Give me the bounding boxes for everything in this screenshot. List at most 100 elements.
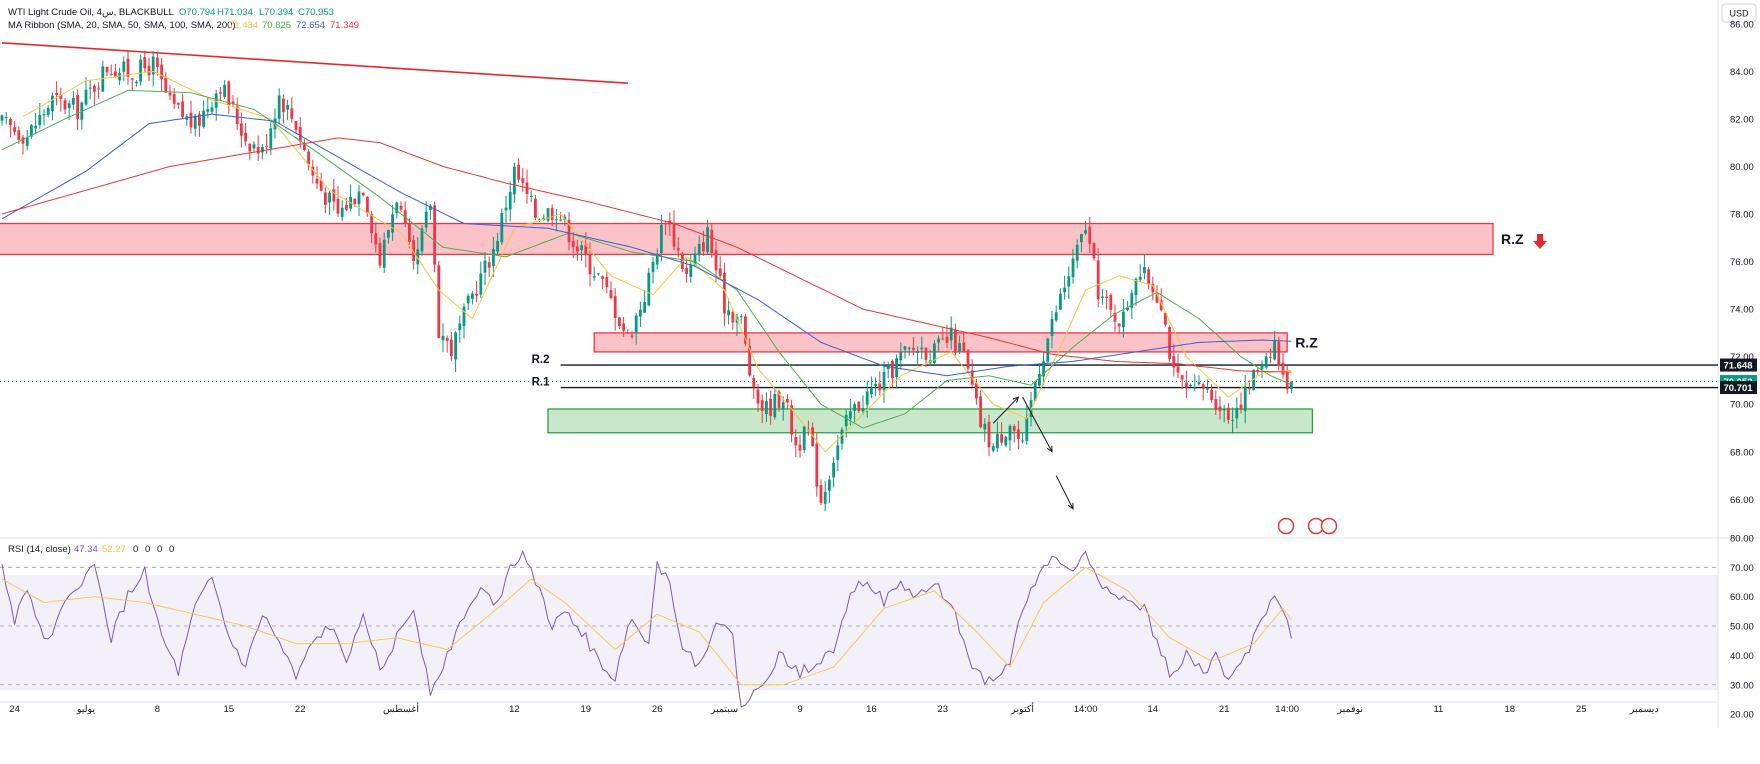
candle-body [567, 219, 571, 243]
candle-body [4, 116, 8, 118]
candle-body [500, 212, 504, 243]
candle-body [1159, 300, 1163, 311]
candle-body [46, 107, 50, 115]
candle-body [168, 92, 172, 96]
time-axis-tick-label: 14:00 [1074, 704, 1098, 715]
candle-body [916, 351, 919, 354]
rsi-legend: RSI (14, close) 47.34 52.27 0 0 0 0 [8, 544, 174, 555]
candle-body [67, 103, 71, 109]
candle-body [357, 191, 361, 205]
candle-body [235, 106, 239, 125]
candle-body [601, 276, 604, 279]
candle-body [391, 214, 394, 233]
candle-body [1038, 374, 1041, 386]
candle-body [143, 57, 147, 69]
price-axis-tick-label: 66.00 [1730, 495, 1754, 506]
ma-line [1, 89, 1292, 429]
rsi-axis-tick-label: 30.00 [1730, 680, 1754, 691]
events-group[interactable] [1277, 517, 1338, 535]
candle-body [252, 144, 256, 149]
candle-body [408, 223, 411, 242]
candle-body [114, 71, 117, 78]
candle-body [1277, 341, 1281, 366]
candle-body [933, 343, 936, 364]
candle-body [261, 147, 264, 153]
currency-badge: USD [1729, 9, 1749, 19]
candle-body [1285, 371, 1289, 390]
candle-body [97, 88, 100, 90]
time-axis-tick-label: 12 [509, 704, 520, 715]
candle-body [1063, 287, 1066, 293]
candle-body [580, 245, 583, 251]
candle-body [1080, 234, 1083, 243]
candle-body [445, 338, 449, 341]
candle-body [84, 89, 88, 105]
candle-body [9, 118, 12, 125]
candle-body [156, 57, 159, 68]
r1-price-badge-box [1720, 381, 1757, 395]
candle-body [437, 265, 441, 338]
candle-body [907, 347, 911, 349]
candle-body [605, 276, 609, 287]
candle-body [487, 262, 491, 268]
candle-body [962, 342, 966, 352]
candle-body [765, 401, 768, 415]
candle-body [697, 243, 701, 256]
candle-body [34, 125, 37, 129]
candle-body [1054, 312, 1058, 321]
candle-body [366, 196, 369, 214]
candle-body [1281, 362, 1285, 375]
candle-body [1222, 408, 1226, 411]
candle-body [496, 240, 499, 252]
candle-body [769, 398, 772, 416]
candle-body [861, 407, 865, 412]
candle-body [849, 411, 852, 419]
candle-body [429, 205, 432, 211]
ma100-value: 72.654 [296, 20, 325, 31]
candle-body [1185, 382, 1188, 388]
candle-body [618, 317, 621, 327]
candle-body [1088, 226, 1092, 244]
price-axis-tick-label: 84.00 [1730, 67, 1754, 78]
candle-body [945, 336, 949, 343]
annotation-arrow [992, 396, 1019, 424]
candle-body [172, 93, 176, 104]
rsi-zero-3: 0 [157, 544, 162, 555]
candle-body [25, 137, 29, 146]
candle-body [1113, 313, 1117, 322]
candle-body [466, 295, 470, 304]
candle-body [13, 127, 16, 132]
candle-body [55, 92, 58, 95]
candle-body [996, 434, 999, 449]
candle-body [979, 396, 982, 428]
candle-body [777, 391, 781, 408]
candle-body [1176, 366, 1180, 373]
candle-body [122, 61, 126, 72]
time-axis-tick-label: 14:00 [1275, 704, 1299, 715]
annotation-arrow [1022, 396, 1053, 453]
candle-body [903, 346, 907, 350]
candle-body [303, 144, 306, 151]
rsi-ma-value: 52.27 [102, 544, 126, 555]
time-axis-tick-label: ديسمبر [1629, 704, 1659, 715]
candle-body [597, 273, 600, 275]
candle-body [256, 147, 260, 154]
candle-body [324, 192, 327, 205]
rsi-value: 47.34 [74, 544, 98, 555]
candle-body [370, 214, 373, 234]
candle-body [781, 402, 785, 410]
candle-body [1101, 296, 1104, 298]
candle-body [51, 95, 54, 111]
ma-ribbon-label: MA Ribbon (SMA, 20, SMA, 50, SMA, 100, S… [8, 20, 236, 31]
rsi-layer [1, 550, 1292, 708]
candle-body [613, 296, 617, 319]
us-event-icon[interactable] [1320, 517, 1338, 535]
time-axis-tick-label: أكتوبر [1010, 702, 1034, 715]
us-event-icon[interactable] [1277, 517, 1295, 535]
candle-body [1231, 420, 1234, 422]
axis-labels-layer: 86.00 84.00 82.00 80.00 78.00 76.00 74.00 72.00… [0, 19, 1754, 721]
price-axis-tick-label: 86.00 [1730, 19, 1754, 30]
candle-body [244, 132, 247, 142]
candle-body [630, 335, 634, 337]
currency-badge-box[interactable] [1721, 3, 1757, 23]
